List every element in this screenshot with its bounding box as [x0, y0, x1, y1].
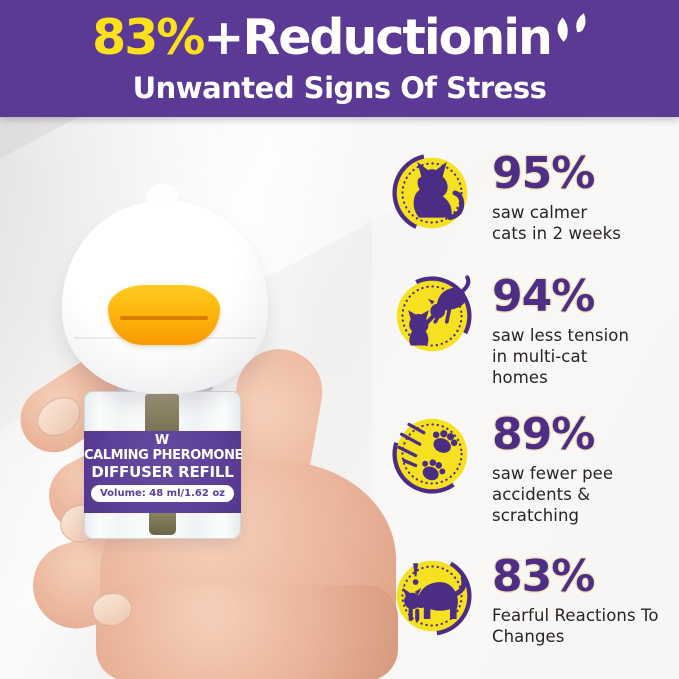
desc-line: Changes [492, 627, 565, 647]
desc-line: saw calmer [492, 203, 588, 222]
header-banner: 83% +Reductionin Unwanted Signs Of Stres… [0, 0, 679, 117]
spark-icon [557, 13, 586, 42]
banner-title-rest: +Reductionin [203, 9, 552, 66]
stat-row: 89% saw fewer pee accidents & scratching [391, 413, 679, 526]
brand-logo: W [154, 433, 171, 448]
stat-row: 94% saw less tension in multi-cat homes [391, 275, 679, 388]
desc-line: cats in 2 weeks [492, 224, 621, 244]
stat-text: 89% saw fewer pee accidents & scratching [492, 413, 679, 526]
stat-text: 94% saw less tension in multi-cat homes [492, 275, 679, 388]
product-photo: W CALMING PHEROMONE DIFFUSER REFILL Volu… [0, 117, 679, 679]
wick [149, 513, 176, 535]
stat-description: saw less tension in multi-cat homes [492, 325, 679, 388]
desc-line: in multi-cat [492, 347, 588, 367]
stat-value: 94% [492, 271, 595, 322]
stat-text: 95% saw calmer cats in 2 weeks [492, 152, 679, 244]
desc-line: saw fewer pee [492, 464, 614, 483]
stat-description: saw fewer pee accidents & scratching [492, 463, 679, 526]
banner-subtitle: Unwanted Signs Of Stress [132, 71, 547, 105]
playing-cats-icon [392, 275, 472, 356]
paw-prints-icon [392, 414, 472, 494]
sitting-cat-icon [392, 153, 472, 233]
stat-description: Fearful Reactions To Changes [492, 605, 679, 647]
stat-row: 95% saw calmer cats in 2 weeks [391, 152, 679, 244]
banner-title-highlight: 83% [92, 9, 205, 66]
stat-value: 83% [492, 551, 595, 602]
wrist [96, 585, 398, 679]
startled-cat-icon [392, 556, 472, 636]
wick [145, 394, 179, 436]
bottle-label: W CALMING PHEROMONE DIFFUSER REFILL Volu… [84, 431, 244, 513]
stat-value: 95% [492, 148, 595, 199]
desc-line: homes [492, 368, 548, 388]
label-title-line1: CALMING PHEROMONE [84, 447, 244, 463]
volume-badge: Volume: 48 ml/1.62 oz [90, 485, 235, 503]
desc-line: Fearful Reactions To [492, 606, 659, 625]
desc-line: scratching [492, 506, 580, 526]
banner-title: 83% +Reductionin [0, 12, 679, 63]
stat-description: saw calmer cats in 2 weeks [492, 202, 679, 244]
stat-row: 83% Fearful Reactions To Changes [391, 555, 679, 647]
duck-bill [108, 285, 220, 345]
desc-line: accidents & [492, 485, 591, 505]
stat-value: 89% [492, 409, 595, 460]
label-title-line2: DIFFUSER REFILL [91, 462, 234, 481]
stat-text: 83% Fearful Reactions To Changes [492, 555, 679, 647]
desc-line: saw less tension [492, 326, 630, 345]
